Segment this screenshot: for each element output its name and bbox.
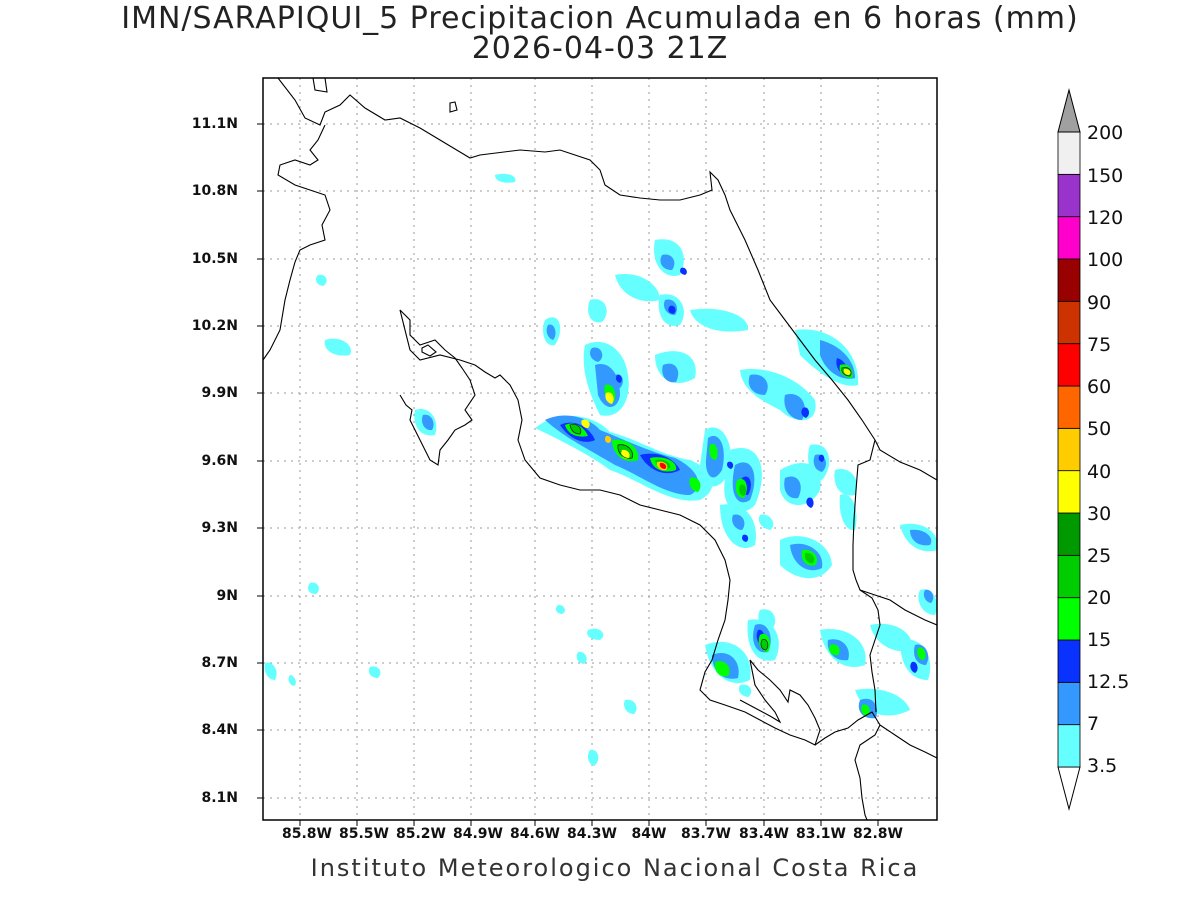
colorbar-label: 60 [1087,376,1112,398]
coastline [263,78,937,820]
colorbar-swatch [1057,470,1081,514]
colorbar-swatch [1057,512,1081,556]
lat-tick-label: 9.6N [201,453,238,469]
colorbar-upper-arrow [1057,88,1081,133]
colorbar-label: 75 [1087,334,1112,356]
lon-tick-label: 85.2W [396,826,446,842]
map-title: IMN/SARAPIQUI_5 Precipitacion Acumulada … [121,1,1079,36]
lon-tick-label: 85.5W [339,826,389,842]
colorbar-swatch [1057,343,1081,387]
lat-tick-label: 8.1N [201,790,238,806]
lat-tick-label: 10.8N [191,183,238,199]
colorbar-label: 200 [1087,122,1124,144]
colorbar-label: 20 [1087,587,1112,609]
lat-tick-label: 9N [216,588,238,604]
lat-tick-label: 9.9N [201,385,238,401]
colorbar [1057,88,1081,811]
lon-tick-label: 83.7W [681,826,731,842]
colorbar-label: 150 [1087,165,1124,187]
colorbar-label: 40 [1087,461,1112,483]
precipitation-field [264,173,937,766]
colorbar-swatch [1057,385,1081,429]
colorbar-swatch [1057,639,1081,683]
plot-frame [262,77,938,821]
colorbar-swatch [1057,216,1081,260]
colorbar-swatch [1057,681,1081,726]
lon-tick-label: 84.6W [510,826,560,842]
colorbar-label: 15 [1087,629,1112,651]
colorbar-label: 30 [1087,503,1112,525]
lon-tick-label: 84.3W [567,826,617,842]
colorbar-swatch [1057,554,1081,599]
lon-tick-label: 85.8W [282,826,332,842]
lat-tick-label: 8.4N [201,722,238,738]
lon-tick-label: 84W [631,826,667,842]
lat-tick-label: 10.2N [191,318,238,334]
lat-tick-label: 9.3N [201,520,238,536]
colorbar-label: 7 [1087,713,1100,735]
lon-tick-label: 83.4W [739,826,789,842]
map-subtitle-datetime: 2026-04-03 21Z [471,31,729,66]
colorbar-swatch [1057,131,1081,175]
lat-tick-label: 8.7N [201,655,238,671]
colorbar-label: 100 [1087,249,1124,271]
colorbar-swatch [1057,258,1081,302]
colorbar-swatch [1057,597,1081,641]
axis-ticks [257,123,879,826]
colorbar-label: 120 [1087,207,1124,229]
lon-tick-label: 82.8W [853,826,903,842]
lon-tick-label: 83.1W [796,826,846,842]
colorbar-swatch [1057,427,1081,472]
colorbar-label: 12.5 [1087,671,1130,693]
colorbar-label: 25 [1087,545,1112,567]
lat-tick-label: 10.5N [191,251,238,267]
colorbar-swatch [1057,300,1081,345]
lon-tick-label: 84.9W [453,826,503,842]
colorbar-lower-arrow [1057,766,1081,811]
colorbar-swatch [1057,173,1081,218]
colorbar-label: 90 [1087,292,1112,314]
colorbar-label: 3.5 [1087,755,1118,777]
credit-text: Instituto Meteorologico Nacional Costa R… [310,854,920,882]
lat-tick-label: 11.1N [191,116,238,132]
colorbar-swatch [1057,724,1081,768]
colorbar-label: 50 [1087,418,1112,440]
